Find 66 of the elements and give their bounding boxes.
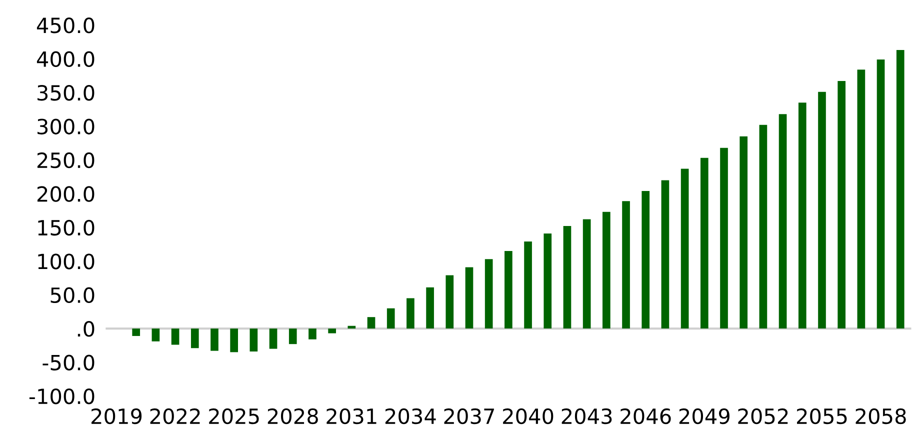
bar bbox=[563, 226, 572, 329]
x-tick-label: 2055 bbox=[797, 408, 847, 424]
bar bbox=[622, 201, 630, 329]
x-tick-label: 2025 bbox=[209, 408, 259, 424]
x-tick-label: 2043 bbox=[562, 408, 612, 424]
bar bbox=[778, 114, 787, 329]
y-tick-label: 250.0 bbox=[37, 152, 94, 168]
bar bbox=[602, 212, 610, 329]
y-tick-label: 450.0 bbox=[36, 18, 94, 34]
bar bbox=[210, 328, 218, 351]
bar bbox=[642, 190, 650, 329]
bar bbox=[348, 326, 356, 329]
x-tick-label: 2046 bbox=[620, 408, 671, 424]
x-tick-label: 2052 bbox=[738, 408, 788, 424]
x-tick-label: 2049 bbox=[679, 408, 730, 424]
y-tick-label: 150.0 bbox=[38, 220, 94, 236]
x-tick-label: 2019 bbox=[92, 408, 142, 424]
bar bbox=[308, 328, 316, 340]
x-tick-label: 2037 bbox=[444, 408, 494, 424]
bar bbox=[524, 242, 532, 329]
bar bbox=[896, 50, 904, 329]
y-tick-label: 200.0 bbox=[37, 186, 94, 202]
bar bbox=[328, 328, 336, 334]
bar bbox=[582, 219, 591, 329]
bar bbox=[720, 148, 728, 329]
bar bbox=[740, 136, 748, 329]
bar bbox=[798, 102, 806, 329]
x-tick-label: 2040 bbox=[503, 408, 554, 424]
y-tick-label: -50.0 bbox=[42, 354, 94, 370]
x-tick-label: 2028 bbox=[268, 408, 318, 424]
bar bbox=[446, 275, 454, 329]
bar bbox=[838, 81, 846, 329]
y-tick-label: 400.0 bbox=[36, 51, 94, 68]
bar bbox=[190, 328, 199, 348]
x-tick-label: 2031 bbox=[326, 408, 376, 424]
bar bbox=[680, 168, 689, 329]
y-tick-label: 50.0 bbox=[50, 287, 94, 304]
bar bbox=[386, 308, 395, 329]
y-tick-label: -100.0 bbox=[29, 388, 94, 404]
bar bbox=[132, 328, 140, 336]
bar bbox=[426, 287, 434, 329]
bar bbox=[152, 328, 160, 342]
bar bbox=[484, 259, 493, 329]
bar bbox=[465, 267, 474, 329]
bar bbox=[171, 328, 180, 345]
bar bbox=[700, 158, 708, 329]
x-tick-label: 2022 bbox=[150, 408, 200, 424]
bar bbox=[250, 328, 258, 352]
x-tick-label: 2034 bbox=[385, 408, 436, 424]
bar bbox=[759, 124, 768, 329]
bar bbox=[367, 317, 376, 329]
bar bbox=[876, 59, 885, 329]
bar bbox=[544, 233, 552, 329]
bar bbox=[269, 328, 278, 349]
bar bbox=[288, 328, 297, 344]
x-tick-label: 2058 bbox=[856, 408, 906, 424]
bar bbox=[661, 180, 670, 329]
y-tick-label: .0 bbox=[78, 321, 94, 337]
y-tick-label: 100.0 bbox=[38, 254, 94, 270]
bar bbox=[230, 328, 238, 352]
bar bbox=[504, 251, 512, 329]
bar bbox=[857, 70, 866, 329]
bar bbox=[406, 298, 414, 329]
y-tick-label: 350.0 bbox=[38, 84, 94, 101]
y-tick-label: 300.0 bbox=[38, 118, 94, 134]
bar bbox=[818, 92, 826, 329]
